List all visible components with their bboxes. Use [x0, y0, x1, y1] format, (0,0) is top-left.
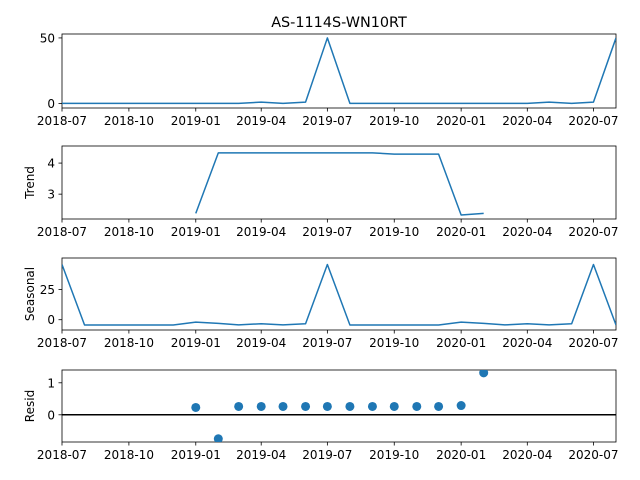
x-tick-label: 2020-07	[568, 114, 618, 128]
plot-area	[62, 263, 616, 326]
x-tick-label: 2018-10	[104, 114, 154, 128]
y-tick-label: 0	[47, 97, 55, 111]
resid-point	[213, 434, 223, 442]
panel-observed: 2018-07 2018-10 2019-01 2019-04 2019-07 2019-…	[37, 31, 619, 128]
x-tick-label: 2018-07	[37, 336, 87, 350]
x-tick-label: 2019-07	[302, 336, 352, 350]
panel-frame	[61, 145, 617, 220]
y-tick-label: 4	[47, 157, 55, 171]
x-tick-label: 2019-07	[302, 114, 352, 128]
resid-point	[256, 401, 266, 411]
resid-point	[322, 401, 332, 411]
resid-point	[345, 401, 355, 411]
x-tick-label: 2019-04	[236, 448, 286, 462]
x-tick-label: 2018-07	[37, 225, 87, 239]
resid-point	[234, 401, 244, 411]
x-tick-label: 2020-04	[502, 336, 552, 350]
x-tick-label: 2019-10	[369, 448, 419, 462]
x-tick-label: 2019-01	[171, 114, 221, 128]
y-axis-label: Seasonal	[23, 267, 37, 321]
x-tick-label: 2018-10	[104, 448, 154, 462]
x-tick-label: 2019-04	[236, 336, 286, 350]
x-tick-label: 2020-07	[568, 336, 618, 350]
y-tick-label: 50	[40, 31, 55, 45]
panel-frame	[61, 257, 617, 331]
resid-point	[389, 401, 399, 411]
panel-resid: 2018-07 2018-10 2019-01 2019-04 2019-07 2019-…	[23, 369, 619, 462]
plot-area	[62, 37, 616, 105]
y-tick-label: 3	[47, 188, 55, 202]
x-tick-label: 2019-01	[171, 336, 221, 350]
x-tick-label: 2020-01	[436, 336, 486, 350]
x-tick-label: 2019-07	[302, 225, 352, 239]
x-tick-label: 2019-01	[171, 225, 221, 239]
resid-point	[434, 401, 444, 411]
resid-point	[191, 402, 201, 412]
x-tick-label: 2020-01	[436, 114, 486, 128]
x-tick-label: 2020-01	[436, 225, 486, 239]
seasonal-series-line	[62, 263, 616, 326]
y-axis-label: Trend	[23, 166, 37, 200]
x-tick-label: 2020-04	[502, 225, 552, 239]
plot-area	[195, 152, 484, 216]
panel-frame	[61, 33, 617, 109]
x-tick-label: 2020-07	[568, 225, 618, 239]
plot-area	[62, 370, 616, 442]
y-axis-label: Resid	[23, 390, 37, 422]
x-tick-label: 2018-07	[37, 448, 87, 462]
panel-seasonal: 2018-07 2018-10 2019-01 2019-04 2019-07 2019-…	[23, 257, 619, 350]
y-tick-label: 0	[47, 408, 55, 422]
y-tick-label: 25	[40, 283, 55, 297]
panel-frame	[61, 369, 617, 443]
x-tick-label: 2019-10	[369, 114, 419, 128]
x-tick-label: 2020-01	[436, 448, 486, 462]
resid-point	[278, 401, 288, 411]
trend-series-line	[195, 152, 484, 216]
panel-trend: 2018-07 2018-10 2019-01 2019-04 2019-07 2019-…	[23, 145, 619, 239]
x-tick-label: 2020-04	[502, 448, 552, 462]
y-tick-label: 1	[47, 376, 55, 390]
resid-point	[367, 401, 377, 411]
x-tick-label: 2019-04	[236, 225, 286, 239]
resid-point	[456, 401, 466, 411]
y-tick-label: 0	[47, 313, 55, 327]
x-tick-label: 2019-10	[369, 225, 419, 239]
x-tick-label: 2019-10	[369, 336, 419, 350]
x-tick-label: 2018-10	[104, 225, 154, 239]
chart-title: AS-1114S-WN10RT	[271, 15, 407, 31]
resid-point	[412, 401, 422, 411]
x-tick-label: 2019-01	[171, 448, 221, 462]
x-tick-label: 2019-07	[302, 448, 352, 462]
resid-point	[301, 401, 311, 411]
x-tick-label: 2018-10	[104, 336, 154, 350]
x-tick-label: 2019-04	[236, 114, 286, 128]
x-tick-label: 2020-07	[568, 448, 618, 462]
x-tick-label: 2020-04	[502, 114, 552, 128]
resid-point	[479, 370, 489, 378]
x-tick-label: 2018-07	[37, 114, 87, 128]
observed-series-line	[62, 37, 616, 105]
